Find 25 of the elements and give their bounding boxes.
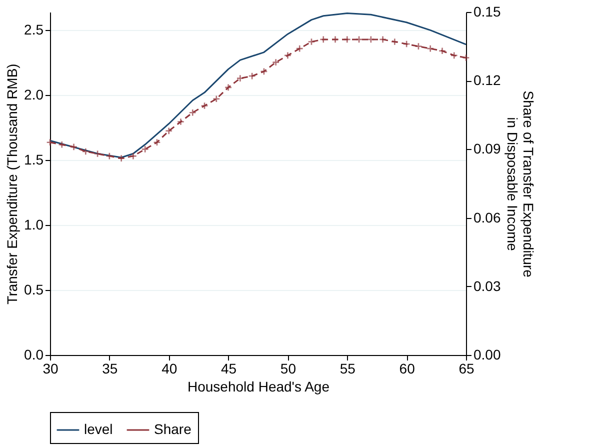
x-tick-label: 60 — [399, 360, 416, 376]
legend-label: level — [84, 421, 113, 437]
y2-tick-label: 0.12 — [474, 72, 501, 88]
y2-tick-label: 0.03 — [474, 278, 501, 294]
y-tick-label: 0.0 — [24, 346, 44, 362]
y2-tick-label: 0.00 — [474, 346, 501, 362]
y2-axis-title: Share of Transfer Expenditure in Disposable Income — [504, 90, 537, 278]
x-axis-title: Household Head's Age — [188, 378, 330, 394]
y-axis-title: Transfer Expenditure (Thousand RMB) — [4, 64, 20, 304]
y-tick-label: 1.5 — [24, 152, 44, 168]
y-tick-label: 1.0 — [24, 216, 44, 233]
y-tick-label: 2.0 — [24, 86, 44, 103]
y2-tick-label: 0.06 — [474, 209, 501, 226]
x-tick-label: 30 — [42, 360, 58, 376]
x-tick-label: 45 — [220, 360, 237, 376]
y-tick-label: 0.5 — [24, 282, 44, 298]
y-tick-label: 2.5 — [24, 22, 44, 38]
x-tick-label: 50 — [280, 360, 296, 376]
x-tick-label: 35 — [102, 360, 118, 376]
y2-tick-label: 0.15 — [474, 4, 501, 20]
y2-tick-label: 0.09 — [474, 140, 501, 157]
x-tick-label: 40 — [162, 360, 178, 376]
x-tick-label: 55 — [340, 360, 356, 376]
x-tick-label: 65 — [458, 360, 474, 376]
legend-label: Share — [154, 421, 192, 437]
